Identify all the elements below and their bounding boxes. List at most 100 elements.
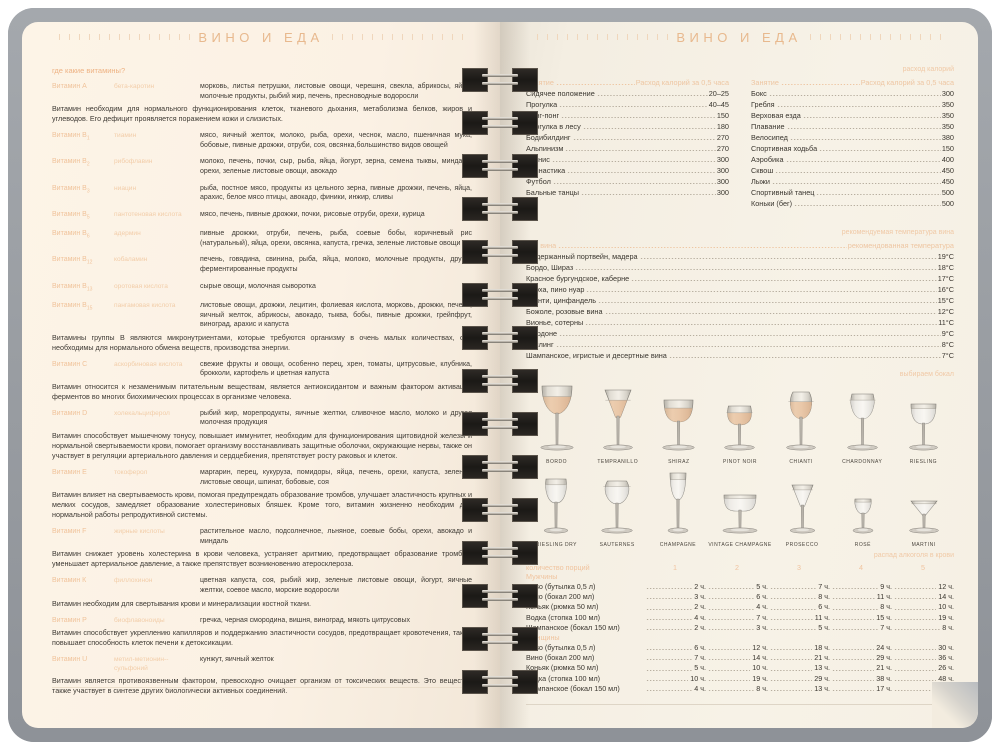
leader-dots — [575, 264, 937, 271]
alcohol-hours: 6 ч. — [756, 592, 768, 602]
spiral-ring — [462, 197, 538, 221]
vitamin-row: Витамин С аскорбиновая кислота свежие фрук… — [52, 360, 472, 379]
leader-dots — [894, 644, 937, 652]
alcohol-hours: 5 ч. — [756, 582, 768, 591]
wine-glass-icon — [852, 498, 874, 534]
wine-glass-icon — [908, 500, 939, 534]
vitamin-row: Витамин В15 пангамовая кислота листовые ов… — [52, 301, 472, 330]
glass-label: PROSECCO — [785, 542, 819, 548]
glass-label: SAUTERNES — [599, 542, 635, 548]
header-tick — [401, 34, 403, 40]
alcohol-cell: 11 ч. — [830, 592, 892, 602]
ring-block-right — [512, 541, 538, 565]
table-header-row: Тип вина рекомендованная температура — [526, 240, 954, 251]
vitamin-alt-name: аскорбиновая кислота — [114, 360, 183, 368]
alcohol-cell: 21 ч. — [830, 663, 892, 673]
ring-block-right — [512, 154, 538, 178]
leader-dots — [832, 593, 875, 601]
row-label: Тип вина — [526, 241, 557, 250]
glass-item: PROSECCO — [772, 483, 833, 548]
vitamin-description: Витамины группы В являются микронутриент… — [52, 332, 472, 352]
drink-label: Шампанское (бокал 150 мл) — [526, 622, 620, 632]
table-row: Сидячее положение 20–25 — [526, 88, 729, 99]
alcohol-hours: 29 ч. — [876, 653, 892, 663]
table-row: Сквош 450 — [751, 165, 954, 176]
ring-wire — [482, 590, 518, 593]
header-tick — [849, 34, 851, 40]
table-row: Спортивный танец 500 — [751, 187, 954, 198]
alcohol-cell: 38 ч. — [830, 674, 892, 684]
ring-block-left — [462, 541, 488, 565]
row-value: Расход калорий за 0,5 часа — [635, 78, 729, 87]
alcohol-cell: 3 ч. — [644, 592, 706, 602]
ring-block-right — [512, 412, 538, 436]
ring-wire — [482, 641, 518, 644]
row-value: 270 — [716, 133, 729, 142]
alcohol-cell: 18 ч. — [768, 643, 830, 653]
men-group-label: Мужчины — [526, 572, 558, 581]
leader-dots — [555, 79, 635, 86]
alcohol-cell: 9 ч. — [830, 582, 892, 592]
header-tick — [149, 34, 151, 40]
vitamin-row: Витамин F жирные кислоты растительное масл… — [52, 527, 472, 546]
header-tick — [577, 34, 579, 40]
temperature-table: Тип вина рекомендованная температура Выдер… — [526, 240, 954, 361]
ring-wire — [482, 512, 518, 515]
header-tick — [89, 34, 91, 40]
spiral-ring — [462, 154, 538, 178]
vitamin-alt-name: кобаламин — [114, 256, 148, 264]
row-value: 300 — [716, 177, 729, 186]
leader-dots — [770, 664, 813, 672]
spiral-binding — [462, 0, 538, 750]
vitamin-name: Витамин В12 — [52, 256, 93, 266]
leader-dots — [770, 613, 813, 621]
ring-block-right — [512, 369, 538, 393]
wine-glass-icon — [662, 399, 695, 451]
alcohol-hours: 8 ч. — [942, 622, 954, 632]
ring-block-left — [462, 412, 488, 436]
row-label: Плавание — [751, 122, 785, 131]
leader-dots — [894, 685, 937, 693]
glass-label: BORDO — [546, 459, 567, 465]
row-value: 400 — [941, 155, 954, 164]
ring-block-right — [512, 197, 538, 221]
alcohol-hours: 9 ч. — [880, 582, 892, 591]
glass-item: TEMPRANILLO — [587, 388, 648, 465]
header-tick — [617, 34, 619, 40]
drink-label: Вино (бокал 200 мл) — [526, 653, 595, 663]
leader-dots — [802, 112, 941, 119]
alcohol-hours: 26 ч. — [938, 663, 954, 673]
alcohol-hours: 10 ч. — [938, 602, 954, 612]
spiral-ring — [462, 412, 538, 436]
vitamin-sources: морковь, листья петрушки, листовые овощи… — [200, 83, 472, 100]
glass-item: CHARDONNAY — [832, 392, 893, 465]
row-label: Занятие — [526, 78, 554, 87]
row-value: 16°C — [937, 285, 954, 294]
wine-glass-icon — [909, 403, 938, 451]
alcohol-hours: 13 ч. — [814, 683, 830, 693]
spiral-ring — [462, 369, 538, 393]
glass-label: SHIRAZ — [668, 459, 690, 465]
vitamin-row: Витамин В12 кобаламин печень, говядина, св… — [52, 255, 472, 274]
ring-block-left — [462, 326, 488, 350]
header-tick — [139, 34, 141, 40]
vitamin-sources: мясо, печень, пивные дрожжи, почки, рисо… — [200, 210, 425, 218]
calories-column-left: Занятие Расход калорий за 0,5 часа Сидячее… — [526, 77, 729, 209]
ring-wire — [482, 469, 518, 472]
row-label: Коньки (бег) — [751, 199, 793, 208]
header-tick — [667, 34, 669, 40]
glass-item: SAUTERNES — [587, 479, 648, 548]
leader-dots — [894, 593, 937, 601]
alcohol-cell: 8 ч. — [768, 592, 830, 602]
leader-dots — [832, 674, 875, 682]
leader-dots — [646, 685, 693, 693]
page-title-left: ВИНО И ЕДА — [198, 29, 324, 45]
vitamin-row: Витамин U метил-метионин--сульфоний кунжут… — [52, 655, 472, 673]
vitamin-row: Витамин В1 тиамин мясо, яичный желток, мол… — [52, 131, 472, 150]
vitamin-name: Витамин U — [52, 656, 88, 664]
alcohol-cell: 5 ч. — [644, 663, 706, 673]
ring-block-left — [462, 584, 488, 608]
table-row: Верховая езда 350 — [751, 110, 954, 121]
row-value: 17°C — [937, 274, 954, 283]
leader-dots — [770, 583, 817, 591]
